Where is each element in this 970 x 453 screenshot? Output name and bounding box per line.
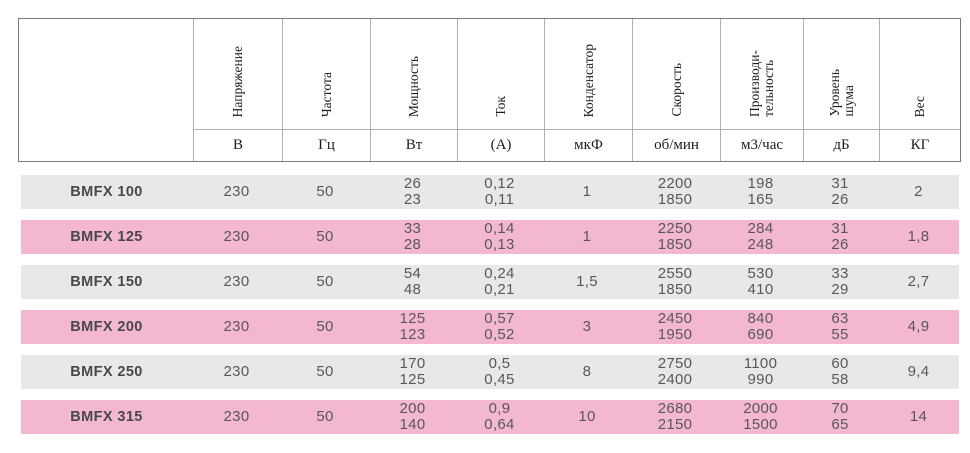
column-unit-voltage: В: [193, 129, 282, 161]
column-header-label: Скорость: [668, 63, 684, 117]
table-row-bmfx-250: BMFX 250 230 50 170 125 0,5 0,45 8 2750 …: [21, 355, 959, 389]
cell-capacitor: 1: [582, 183, 592, 200]
table-body: BMFX 100 230 50 26 23 0,12 0,11 1 2200 1…: [21, 175, 959, 445]
header-table: Напряжение Частота Мощность Ток Конденса…: [18, 18, 961, 162]
cell-current: 0,5 0,45: [484, 355, 515, 388]
cell-weight: 2,7: [907, 273, 930, 290]
cell-capacitor: 3: [582, 318, 592, 335]
cell-current: 0,57 0,52: [484, 310, 515, 343]
cell-capacitor: 1: [582, 228, 592, 245]
cell-voltage: 230: [223, 408, 250, 425]
cell-capacitor: 1,5: [576, 273, 598, 290]
cell-weight: 1,8: [907, 228, 930, 245]
cell-power: 125 123: [399, 310, 426, 343]
cell-voltage: 230: [223, 363, 250, 380]
column-header-label: Конденсатор: [580, 43, 596, 117]
cell-capacity: 2000 1500: [743, 400, 778, 433]
cell-speed: 2200 1850: [657, 175, 693, 208]
cell-speed: 2750 2400: [657, 355, 693, 388]
table-row-bmfx-100: BMFX 100 230 50 26 23 0,12 0,11 1 2200 1…: [21, 175, 959, 209]
column-header-weight: Вес: [879, 19, 960, 129]
column-header-label: Мощность: [406, 55, 421, 117]
column-unit-capacity: м3/час: [720, 129, 803, 161]
cell-capacity: 284 248: [747, 220, 774, 253]
column-unit-speed: об/мин: [632, 129, 720, 161]
column-header-label: Производи- тельность: [747, 49, 776, 117]
cell-speed: 2680 2150: [657, 400, 693, 433]
table-row-bmfx-315: BMFX 315 230 50 200 140 0,9 0,64 10 2680…: [21, 400, 959, 434]
cell-noise-level: 31 26: [831, 220, 849, 253]
column-header-label: Напряжение: [230, 45, 245, 117]
cell-frequency: 50: [316, 363, 334, 380]
cell-voltage: 230: [223, 228, 250, 245]
cell-power: 170 125: [399, 355, 426, 388]
cell-power: 26 23: [403, 175, 422, 208]
cell-capacitor: 10: [578, 408, 596, 425]
cell-capacity: 1100 990: [743, 355, 778, 388]
cell-voltage: 230: [223, 318, 250, 335]
row-name: BMFX 150: [70, 274, 143, 290]
cell-speed: 2450 1950: [657, 310, 693, 343]
cell-frequency: 50: [316, 408, 334, 425]
cell-noise-level: 31 26: [831, 175, 849, 208]
cell-capacity: 198 165: [747, 175, 774, 208]
cell-power: 33 28: [403, 220, 422, 253]
cell-power: 54 48: [403, 265, 422, 298]
table-row-bmfx-200: BMFX 200 230 50 125 123 0,57 0,52 3 2450…: [21, 310, 959, 344]
column-unit-frequency: Гц: [282, 129, 370, 161]
column-unit-power: Вт: [370, 129, 457, 161]
cell-speed: 2250 1850: [657, 220, 693, 253]
row-name: BMFX 200: [70, 319, 143, 335]
cell-voltage: 230: [223, 183, 250, 200]
cell-noise-level: 60 58: [831, 355, 849, 388]
cell-capacitor: 8: [582, 363, 592, 380]
row-name: BMFX 125: [70, 229, 143, 245]
table-row-bmfx-125: BMFX 125 230 50 33 28 0,14 0,13 1 2250 1…: [21, 220, 959, 254]
cell-frequency: 50: [316, 228, 334, 245]
cell-weight: 14: [909, 408, 928, 425]
column-header-capacitor: Конденсатор: [544, 19, 632, 129]
cell-voltage: 230: [223, 273, 250, 290]
column-unit-current: (А): [457, 129, 544, 161]
corner-empty-cell: [19, 19, 193, 161]
cell-power: 200 140: [399, 400, 426, 433]
cell-current: 0,12 0,11: [484, 175, 515, 208]
cell-weight: 9,4: [907, 363, 930, 380]
table-row-bmfx-150: BMFX 150 230 50 54 48 0,24 0,21 1,5 2550…: [21, 265, 959, 299]
column-header-frequency: Частота: [282, 19, 370, 129]
column-unit-capacitor: мкФ: [544, 129, 632, 161]
cell-frequency: 50: [316, 318, 334, 335]
row-name: BMFX 100: [70, 184, 143, 200]
cell-capacity: 530 410: [747, 265, 774, 298]
cell-weight: 4,9: [907, 318, 930, 335]
column-header-label: Вес: [912, 95, 927, 117]
column-header-current: Ток: [457, 19, 544, 129]
cell-noise-level: 70 65: [831, 400, 849, 433]
cell-current: 0,14 0,13: [484, 220, 515, 253]
column-unit-weight: КГ: [879, 129, 960, 161]
cell-capacity: 840 690: [747, 310, 774, 343]
column-unit-noise-level: дБ: [803, 129, 879, 161]
cell-noise-level: 33 29: [831, 265, 849, 298]
column-header-label: Уровень шума: [826, 69, 856, 117]
cell-weight: 2: [914, 183, 923, 200]
column-header-capacity: Производи- тельность: [720, 19, 803, 129]
cell-frequency: 50: [316, 273, 334, 290]
column-header-label: Ток: [493, 96, 508, 117]
row-name: BMFX 250: [70, 364, 143, 380]
cell-speed: 2550 1850: [657, 265, 693, 298]
cell-current: 0,9 0,64: [484, 400, 515, 433]
column-header-voltage: Напряжение: [193, 19, 282, 129]
column-header-label: Частота: [318, 71, 334, 117]
cell-frequency: 50: [316, 183, 334, 200]
cell-noise-level: 63 55: [831, 310, 849, 343]
column-header-speed: Скорость: [632, 19, 720, 129]
column-header-power: Мощность: [370, 19, 457, 129]
column-header-noise-level: Уровень шума: [803, 19, 879, 129]
row-name: BMFX 315: [70, 409, 143, 425]
cell-current: 0,24 0,21: [484, 265, 515, 298]
